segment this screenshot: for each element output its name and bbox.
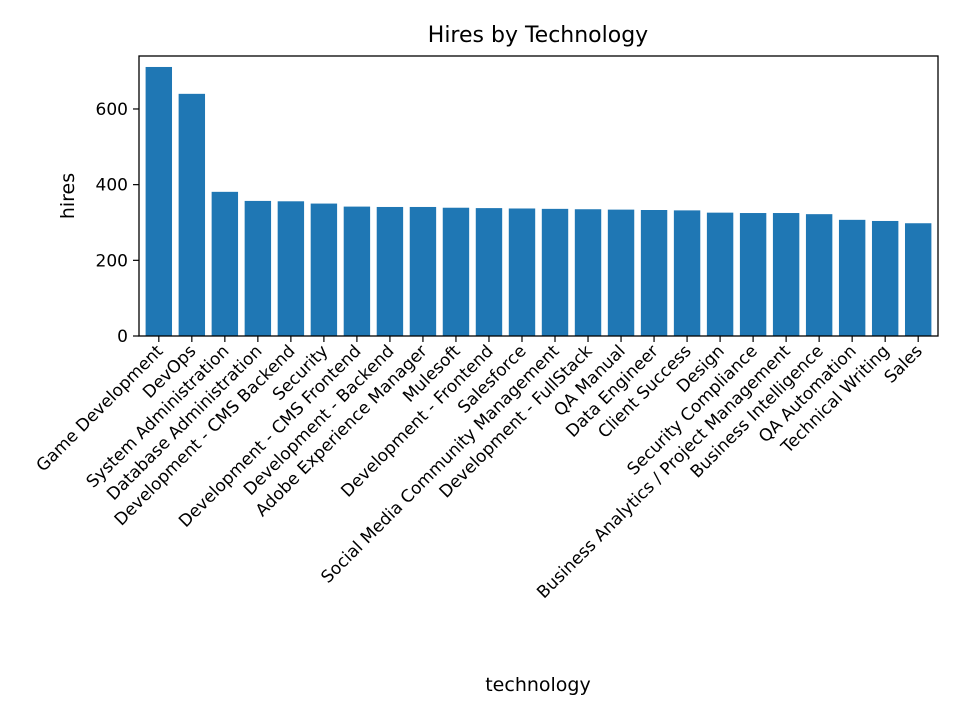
bar-6 xyxy=(343,206,371,336)
y-axis: 0 200 400 600 xyxy=(96,100,139,347)
bar-7 xyxy=(376,206,404,336)
chart-title: Hires by Technology xyxy=(428,23,648,48)
bar-3 xyxy=(244,200,272,336)
x-axis-label: technology xyxy=(485,674,591,696)
bar-17 xyxy=(706,212,734,336)
bar-23 xyxy=(904,223,932,336)
y-axis-label: hires xyxy=(57,173,79,219)
bars-group xyxy=(145,66,932,337)
bar-1 xyxy=(178,93,206,337)
bar-4 xyxy=(277,201,305,336)
y-tick-label: 400 xyxy=(96,176,128,196)
y-tick-label: 200 xyxy=(96,251,128,271)
bar-10 xyxy=(475,208,503,336)
bar-18 xyxy=(739,213,767,336)
plot-frame xyxy=(138,55,939,337)
bar-11 xyxy=(508,208,536,336)
bar-15 xyxy=(640,210,668,336)
bar-9 xyxy=(442,207,470,336)
bar-19 xyxy=(772,213,800,336)
bar-22 xyxy=(871,220,899,336)
bar-13 xyxy=(574,209,602,336)
y-tick-label: 0 xyxy=(117,327,128,347)
bar-0 xyxy=(145,66,173,337)
x-tick-label: Sales xyxy=(881,341,927,387)
bar-8 xyxy=(409,206,437,336)
bar-5 xyxy=(310,203,338,336)
bar-2 xyxy=(211,191,239,336)
bar-14 xyxy=(607,209,635,336)
y-tick-label: 600 xyxy=(96,100,128,120)
bar-16 xyxy=(673,210,701,336)
bar-20 xyxy=(805,214,833,336)
bar-12 xyxy=(541,208,569,336)
bar-21 xyxy=(838,219,866,336)
